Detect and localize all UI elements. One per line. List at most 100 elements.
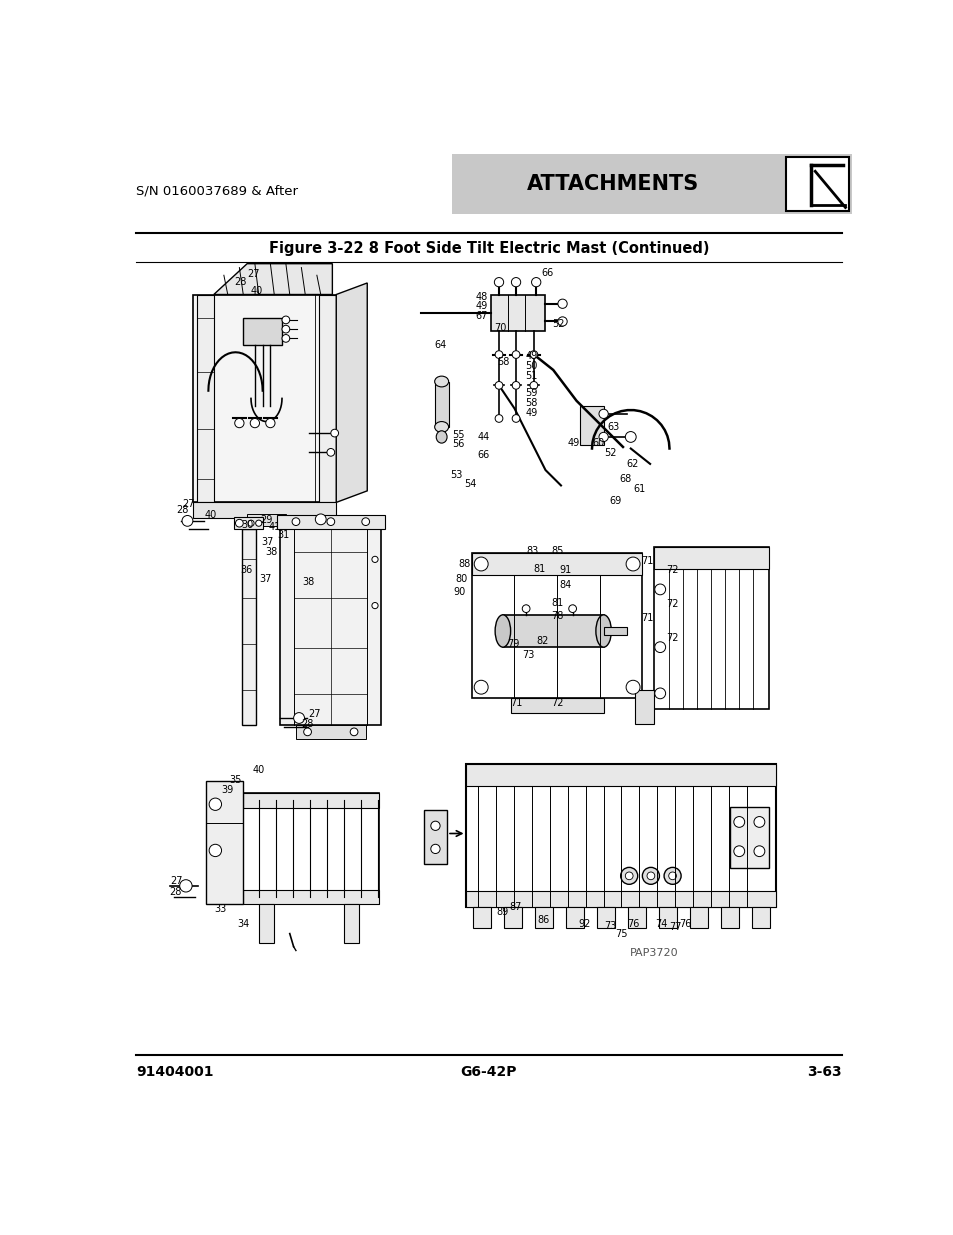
Text: 88: 88 [458, 559, 471, 569]
Text: 60: 60 [592, 438, 603, 448]
Text: 77: 77 [669, 923, 681, 932]
Text: 35: 35 [229, 774, 241, 784]
Text: 74: 74 [655, 919, 667, 929]
Text: 87: 87 [509, 902, 521, 911]
Text: 38: 38 [265, 547, 277, 557]
Text: 62: 62 [625, 459, 638, 469]
Circle shape [494, 278, 503, 287]
Bar [241, 529, 255, 725]
Circle shape [495, 382, 502, 389]
Circle shape [530, 382, 537, 389]
Circle shape [668, 872, 676, 879]
Text: 72: 72 [666, 566, 679, 576]
Ellipse shape [435, 377, 448, 387]
Bar [435, 382, 448, 427]
Text: 67: 67 [475, 311, 487, 321]
Circle shape [753, 816, 764, 827]
Text: 36: 36 [240, 566, 253, 576]
Circle shape [282, 325, 290, 333]
Text: 28: 28 [176, 505, 189, 515]
Bar [785, 157, 848, 211]
Circle shape [331, 430, 338, 437]
Text: 83: 83 [526, 546, 537, 556]
Text: 44: 44 [476, 432, 489, 442]
Circle shape [512, 382, 519, 389]
Text: S/N 0160037689 & After: S/N 0160037689 & After [136, 184, 298, 198]
Text: 79: 79 [506, 638, 518, 650]
Text: 82: 82 [536, 636, 548, 646]
Bar [603, 627, 626, 635]
Circle shape [531, 278, 540, 287]
Ellipse shape [436, 431, 447, 443]
Text: 75: 75 [615, 929, 627, 939]
Text: 40: 40 [251, 285, 263, 295]
Text: 91: 91 [558, 566, 571, 576]
Circle shape [641, 867, 659, 884]
Text: 49: 49 [525, 408, 537, 419]
Text: 54: 54 [464, 479, 476, 489]
Circle shape [292, 517, 299, 526]
Bar [472, 553, 641, 698]
Text: 37: 37 [259, 574, 272, 584]
Circle shape [558, 299, 567, 309]
Text: 28: 28 [169, 887, 181, 897]
Text: 76: 76 [627, 919, 639, 930]
Circle shape [511, 278, 520, 287]
Text: 27: 27 [247, 269, 259, 279]
Circle shape [361, 517, 369, 526]
Circle shape [625, 557, 639, 571]
Text: 52: 52 [551, 319, 563, 329]
Circle shape [624, 872, 633, 879]
Text: 69: 69 [608, 496, 620, 506]
Bar [627, 906, 645, 929]
Text: 37: 37 [261, 537, 274, 547]
Text: 55: 55 [452, 430, 464, 440]
Text: 63: 63 [607, 422, 619, 432]
Circle shape [512, 351, 519, 358]
Text: 56: 56 [452, 438, 464, 448]
Ellipse shape [596, 615, 611, 647]
Bar [751, 906, 769, 929]
Bar [193, 503, 335, 517]
Bar [466, 892, 776, 906]
Text: 70: 70 [494, 324, 506, 333]
Circle shape [733, 846, 744, 857]
Bar [654, 547, 768, 709]
Text: 50: 50 [525, 361, 537, 370]
Circle shape [654, 584, 665, 595]
Bar [247, 514, 286, 526]
Circle shape [327, 517, 335, 526]
Text: 85: 85 [551, 546, 563, 556]
Bar [466, 764, 776, 785]
Text: 53: 53 [450, 469, 462, 479]
Text: 33: 33 [213, 904, 226, 914]
Text: 91404001: 91404001 [136, 1066, 213, 1079]
Text: 71: 71 [641, 613, 654, 622]
Circle shape [250, 419, 259, 427]
Text: 71: 71 [509, 698, 521, 708]
Circle shape [654, 642, 665, 652]
Text: 28: 28 [301, 719, 314, 729]
Text: 29: 29 [260, 515, 273, 525]
Circle shape [431, 845, 439, 853]
Text: 92: 92 [578, 919, 590, 929]
Circle shape [495, 351, 502, 358]
Circle shape [521, 605, 530, 613]
Bar [503, 906, 521, 929]
Bar [466, 764, 776, 906]
Ellipse shape [495, 615, 510, 647]
Bar [423, 810, 447, 864]
Polygon shape [213, 264, 332, 294]
Bar [206, 782, 243, 904]
Bar [243, 793, 378, 808]
Text: 78: 78 [550, 611, 562, 621]
Text: 81: 81 [534, 563, 545, 573]
Circle shape [282, 316, 290, 324]
Bar [193, 294, 335, 503]
Text: 73: 73 [604, 921, 617, 931]
Circle shape [350, 727, 357, 736]
Text: 48: 48 [475, 291, 487, 301]
Circle shape [568, 605, 576, 613]
Text: 72: 72 [666, 599, 679, 609]
Circle shape [512, 415, 519, 422]
